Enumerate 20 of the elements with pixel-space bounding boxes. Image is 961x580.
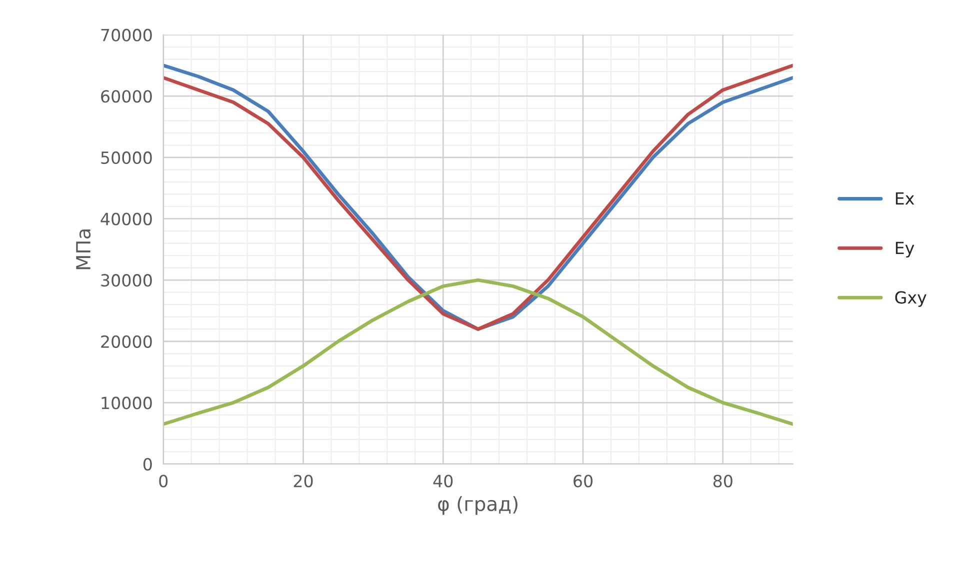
y-tick-label: 50000 (101, 151, 152, 164)
line-series (163, 64, 793, 331)
x-tick-label: 40 (433, 474, 453, 488)
legend-label: Gxy (895, 291, 926, 307)
y-tick-label: 60000 (101, 90, 152, 103)
y-axis-title: МПа (76, 230, 91, 270)
y-tick-label: 20000 (101, 335, 152, 348)
legend-label: Ey (896, 242, 914, 258)
x-tick-label: 20 (294, 474, 313, 488)
x-tick-label: 0 (159, 474, 168, 488)
y-tick-label: 0 (143, 458, 152, 471)
x-axis-title: φ (град) (438, 496, 518, 515)
y-tick-label: 10000 (102, 396, 152, 410)
y-tick-label: 70000 (101, 28, 152, 42)
y-tick-label: 40000 (100, 212, 152, 226)
legend-label: Ex (896, 192, 914, 205)
line-series (163, 278, 793, 426)
x-tick-label: 80 (713, 474, 732, 488)
y-tick-label: 30000 (101, 274, 152, 287)
x-tick-label: 60 (574, 474, 593, 488)
